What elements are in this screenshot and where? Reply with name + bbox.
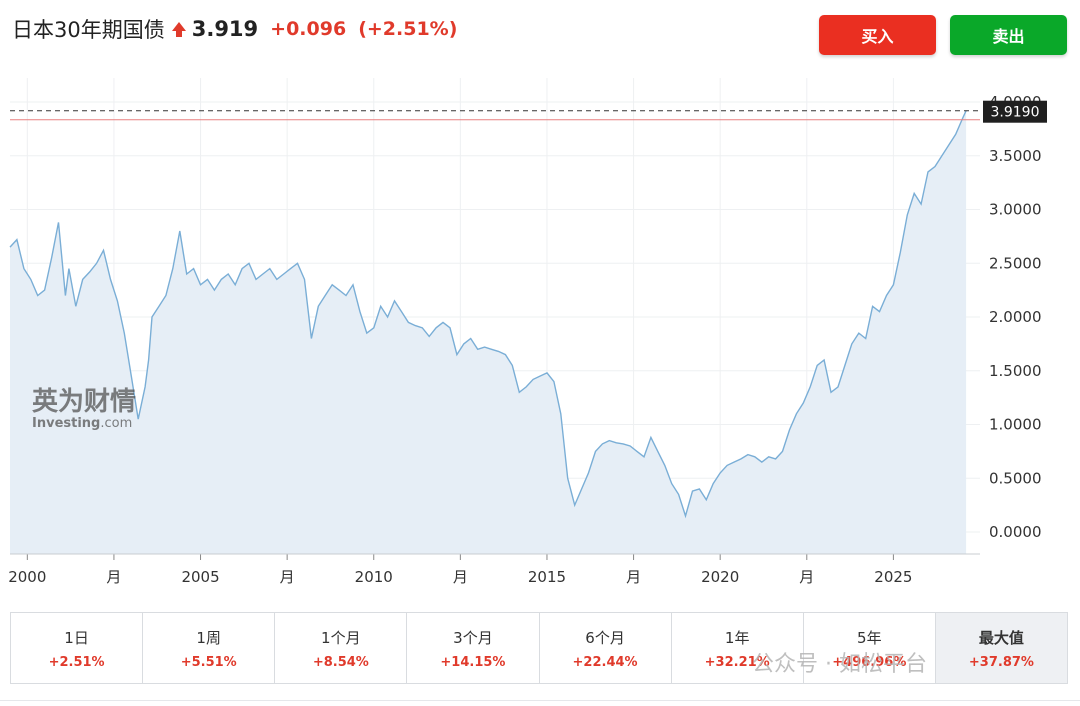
current-value-badge: 3.9190 — [983, 100, 1047, 123]
x-tick-label: 2005 — [181, 568, 219, 586]
x-tick-label: 月 — [280, 568, 295, 586]
y-tick-label: 0.5000 — [989, 469, 1042, 487]
period-change: +37.87% — [968, 654, 1034, 670]
y-tick-label: 0.0000 — [989, 523, 1042, 541]
svg-text:Investing.com: Investing.com — [32, 416, 132, 431]
period-label: 1年 — [724, 628, 750, 647]
price-change-percent: (+2.51%) — [358, 18, 458, 40]
price-change: +0.096 — [270, 18, 347, 40]
y-tick-label: 2.0000 — [989, 308, 1042, 326]
period-tab[interactable]: 1年 +32.21% — [672, 613, 804, 683]
investing-logo: 英为财情 Investing.com — [32, 387, 136, 431]
y-tick-label: 3.5000 — [989, 147, 1042, 165]
x-tick-label: 2010 — [355, 568, 393, 586]
watermark-en: Investing — [32, 416, 100, 431]
series-line — [9, 110, 967, 519]
period-tab[interactable]: 6个月 +22.44% — [540, 613, 672, 683]
period-label: 1日 — [64, 628, 89, 647]
x-tick-label: 月 — [106, 568, 121, 586]
period-label: 3个月 — [453, 628, 493, 647]
period-change: +22.44% — [572, 654, 638, 670]
period-change: +496.96% — [832, 654, 907, 670]
period-tab[interactable]: 1周 +5.51% — [143, 613, 276, 683]
period-tab[interactable]: 1个月 +8.54% — [275, 613, 408, 683]
period-label: 1周 — [196, 628, 221, 647]
y-axis: 0.0000 0.5000 1.0000 1.5000 2.0000 2.5000 3.00… — [989, 93, 1042, 541]
x-axis: 2000 月 2005 月 2010 月 2015 月 2020 月 2025 — [8, 553, 980, 586]
period-change: +32.21% — [704, 654, 770, 670]
y-tick-label: 3.0000 — [989, 201, 1042, 219]
social-watermark-overlay: 公众号 · 如松平台 — [752, 652, 927, 677]
watermark-cn: 英为财情 — [32, 387, 136, 417]
header: 日本30年期国债 3.919 +0.096 (+2.51%) — [12, 12, 457, 46]
x-tick-label: 月 — [799, 568, 814, 586]
y-tick-label: 1.0000 — [989, 416, 1042, 434]
y-tick-label: 2.5000 — [989, 254, 1042, 272]
period-change: +14.15% — [440, 654, 506, 670]
period-label: 最大值 — [978, 628, 1024, 647]
x-tick-label: 2000 — [8, 568, 46, 586]
sell-button[interactable]: 卖出 — [950, 15, 1067, 55]
instrument-title: 日本30年期国债 — [12, 18, 165, 42]
x-tick-label: 2025 — [874, 568, 912, 586]
series-area — [10, 110, 967, 554]
period-selector: 1日 +2.51% 1周 +5.51% 1个月 +8.54% 3个月 +14.15% 6个月 +2… — [10, 612, 1068, 684]
period-tab[interactable]: 最大值 +37.87% — [935, 613, 1067, 683]
period-tab[interactable]: 5年 +496.96% — [804, 613, 936, 683]
watermark-suffix: .com — [100, 416, 132, 431]
buy-button[interactable]: 买入 — [819, 15, 936, 55]
y-tick-label: 1.5000 — [989, 362, 1042, 380]
period-tab[interactable]: 1日 +2.51% — [11, 613, 144, 683]
x-tick-label: 2015 — [528, 568, 566, 586]
arrow-up-icon — [171, 21, 186, 37]
period-label: 6个月 — [585, 628, 625, 647]
period-label: 1个月 — [321, 628, 361, 647]
x-tick-label: 月 — [453, 568, 468, 586]
period-change: +5.51% — [180, 654, 237, 670]
period-change: +2.51% — [48, 654, 105, 670]
period-label: 5年 — [857, 628, 882, 647]
period-change: +8.54% — [312, 654, 369, 670]
period-tab[interactable]: 3个月 +14.15% — [407, 613, 540, 683]
yield-chart[interactable]: 0.0000 0.5000 1.0000 1.5000 2.0000 2.5000 3.00… — [0, 70, 1080, 600]
x-tick-label: 月 — [626, 568, 641, 586]
x-tick-label: 2020 — [701, 568, 739, 586]
current-value-label: 3.9190 — [991, 105, 1040, 121]
divider — [0, 700, 1080, 701]
current-price: 3.919 — [191, 17, 259, 41]
